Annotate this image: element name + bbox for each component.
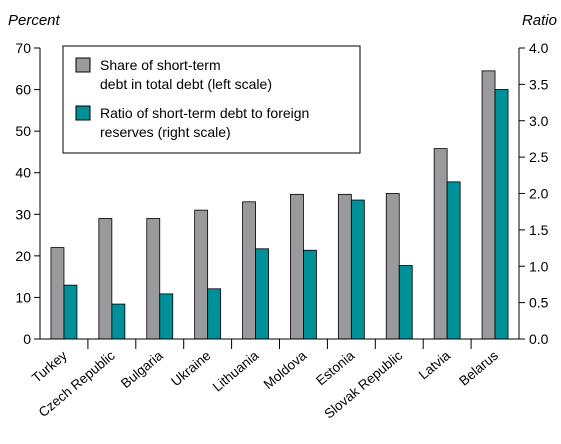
bar-share-short-term-debt bbox=[50, 247, 65, 340]
bar-share-short-term-debt bbox=[481, 70, 496, 340]
right-y-axis: 0.0 0.5 1.0 1.5 2.0 2.5 3.0 3.5 4.0 bbox=[518, 40, 549, 347]
legend-label-share-line2: debt in total debt (left scale) bbox=[100, 76, 272, 92]
x-category-label: Ukraine bbox=[168, 348, 213, 389]
bar-ratio-to-reserves bbox=[255, 248, 269, 340]
bar-ratio-to-reserves bbox=[159, 293, 174, 340]
x-category-label: Lithuania bbox=[210, 348, 262, 395]
right-tick-label: 4.0 bbox=[529, 40, 549, 56]
left-y-axis: 0 10 20 30 40 50 60 70 bbox=[15, 40, 41, 347]
left-tick-label: 20 bbox=[15, 248, 31, 264]
bar-share-short-term-debt bbox=[337, 193, 352, 340]
legend-label-ratio-line1: Ratio of short-term debt to foreign bbox=[100, 105, 309, 121]
right-tick-label: 1.5 bbox=[529, 222, 549, 238]
right-axis-unit-label: Ratio bbox=[522, 12, 557, 29]
bar-share-short-term-debt bbox=[433, 148, 448, 340]
x-category-label: Estonia bbox=[313, 347, 358, 388]
right-tick-label: 2.0 bbox=[529, 186, 549, 202]
bar-share-short-term-debt bbox=[146, 218, 161, 340]
left-tick-label: 70 bbox=[15, 40, 31, 56]
bar-ratio-to-reserves bbox=[350, 199, 365, 340]
right-tick-label: 0.5 bbox=[529, 295, 549, 311]
legend-label-share-line1: Share of short-term bbox=[100, 57, 221, 73]
x-category-label: Latvia bbox=[416, 347, 454, 382]
x-category-label: Turkey bbox=[29, 348, 70, 386]
left-tick-label: 0 bbox=[23, 331, 31, 347]
left-tick-label: 40 bbox=[15, 165, 31, 181]
bar-share-short-term-debt bbox=[98, 218, 113, 340]
legend: Share of short-term debt in total debt (… bbox=[62, 45, 361, 154]
bar-ratio-to-reserves bbox=[207, 288, 222, 340]
right-tick-label: 3.0 bbox=[529, 113, 549, 129]
right-tick-label: 0.0 bbox=[529, 331, 549, 347]
legend-swatch-share bbox=[75, 57, 91, 73]
x-category-label: Bulgaria bbox=[118, 347, 166, 391]
bar-share-short-term-debt bbox=[290, 193, 304, 340]
legend-label-ratio-line2: reserves (right scale) bbox=[100, 124, 231, 140]
left-tick-label: 60 bbox=[15, 82, 31, 98]
bar-share-short-term-debt bbox=[242, 201, 256, 340]
left-tick-label: 10 bbox=[15, 289, 31, 305]
bar-ratio-to-reserves bbox=[303, 249, 317, 340]
bar-ratio-to-reserves bbox=[63, 284, 78, 340]
legend-swatch-ratio bbox=[75, 105, 91, 121]
left-tick-label: 30 bbox=[15, 206, 31, 222]
bar-share-short-term-debt bbox=[194, 209, 209, 340]
bar-share-short-term-debt bbox=[385, 193, 400, 340]
x-category-label: Moldova bbox=[261, 347, 310, 392]
bar-ratio-to-reserves bbox=[398, 265, 413, 340]
legend-box bbox=[62, 45, 361, 154]
bar-ratio-to-reserves bbox=[446, 181, 461, 340]
bar-ratio-to-reserves bbox=[111, 303, 126, 340]
right-tick-label: 2.5 bbox=[529, 149, 549, 165]
bar-ratio-to-reserves bbox=[494, 89, 509, 340]
right-tick-label: 3.5 bbox=[529, 76, 549, 92]
bars-group bbox=[50, 70, 509, 340]
right-tick-label: 1.0 bbox=[529, 258, 549, 274]
left-tick-label: 50 bbox=[15, 123, 31, 139]
x-category-label: Belarus bbox=[456, 348, 501, 389]
left-axis-unit-label: Percent bbox=[8, 12, 61, 29]
